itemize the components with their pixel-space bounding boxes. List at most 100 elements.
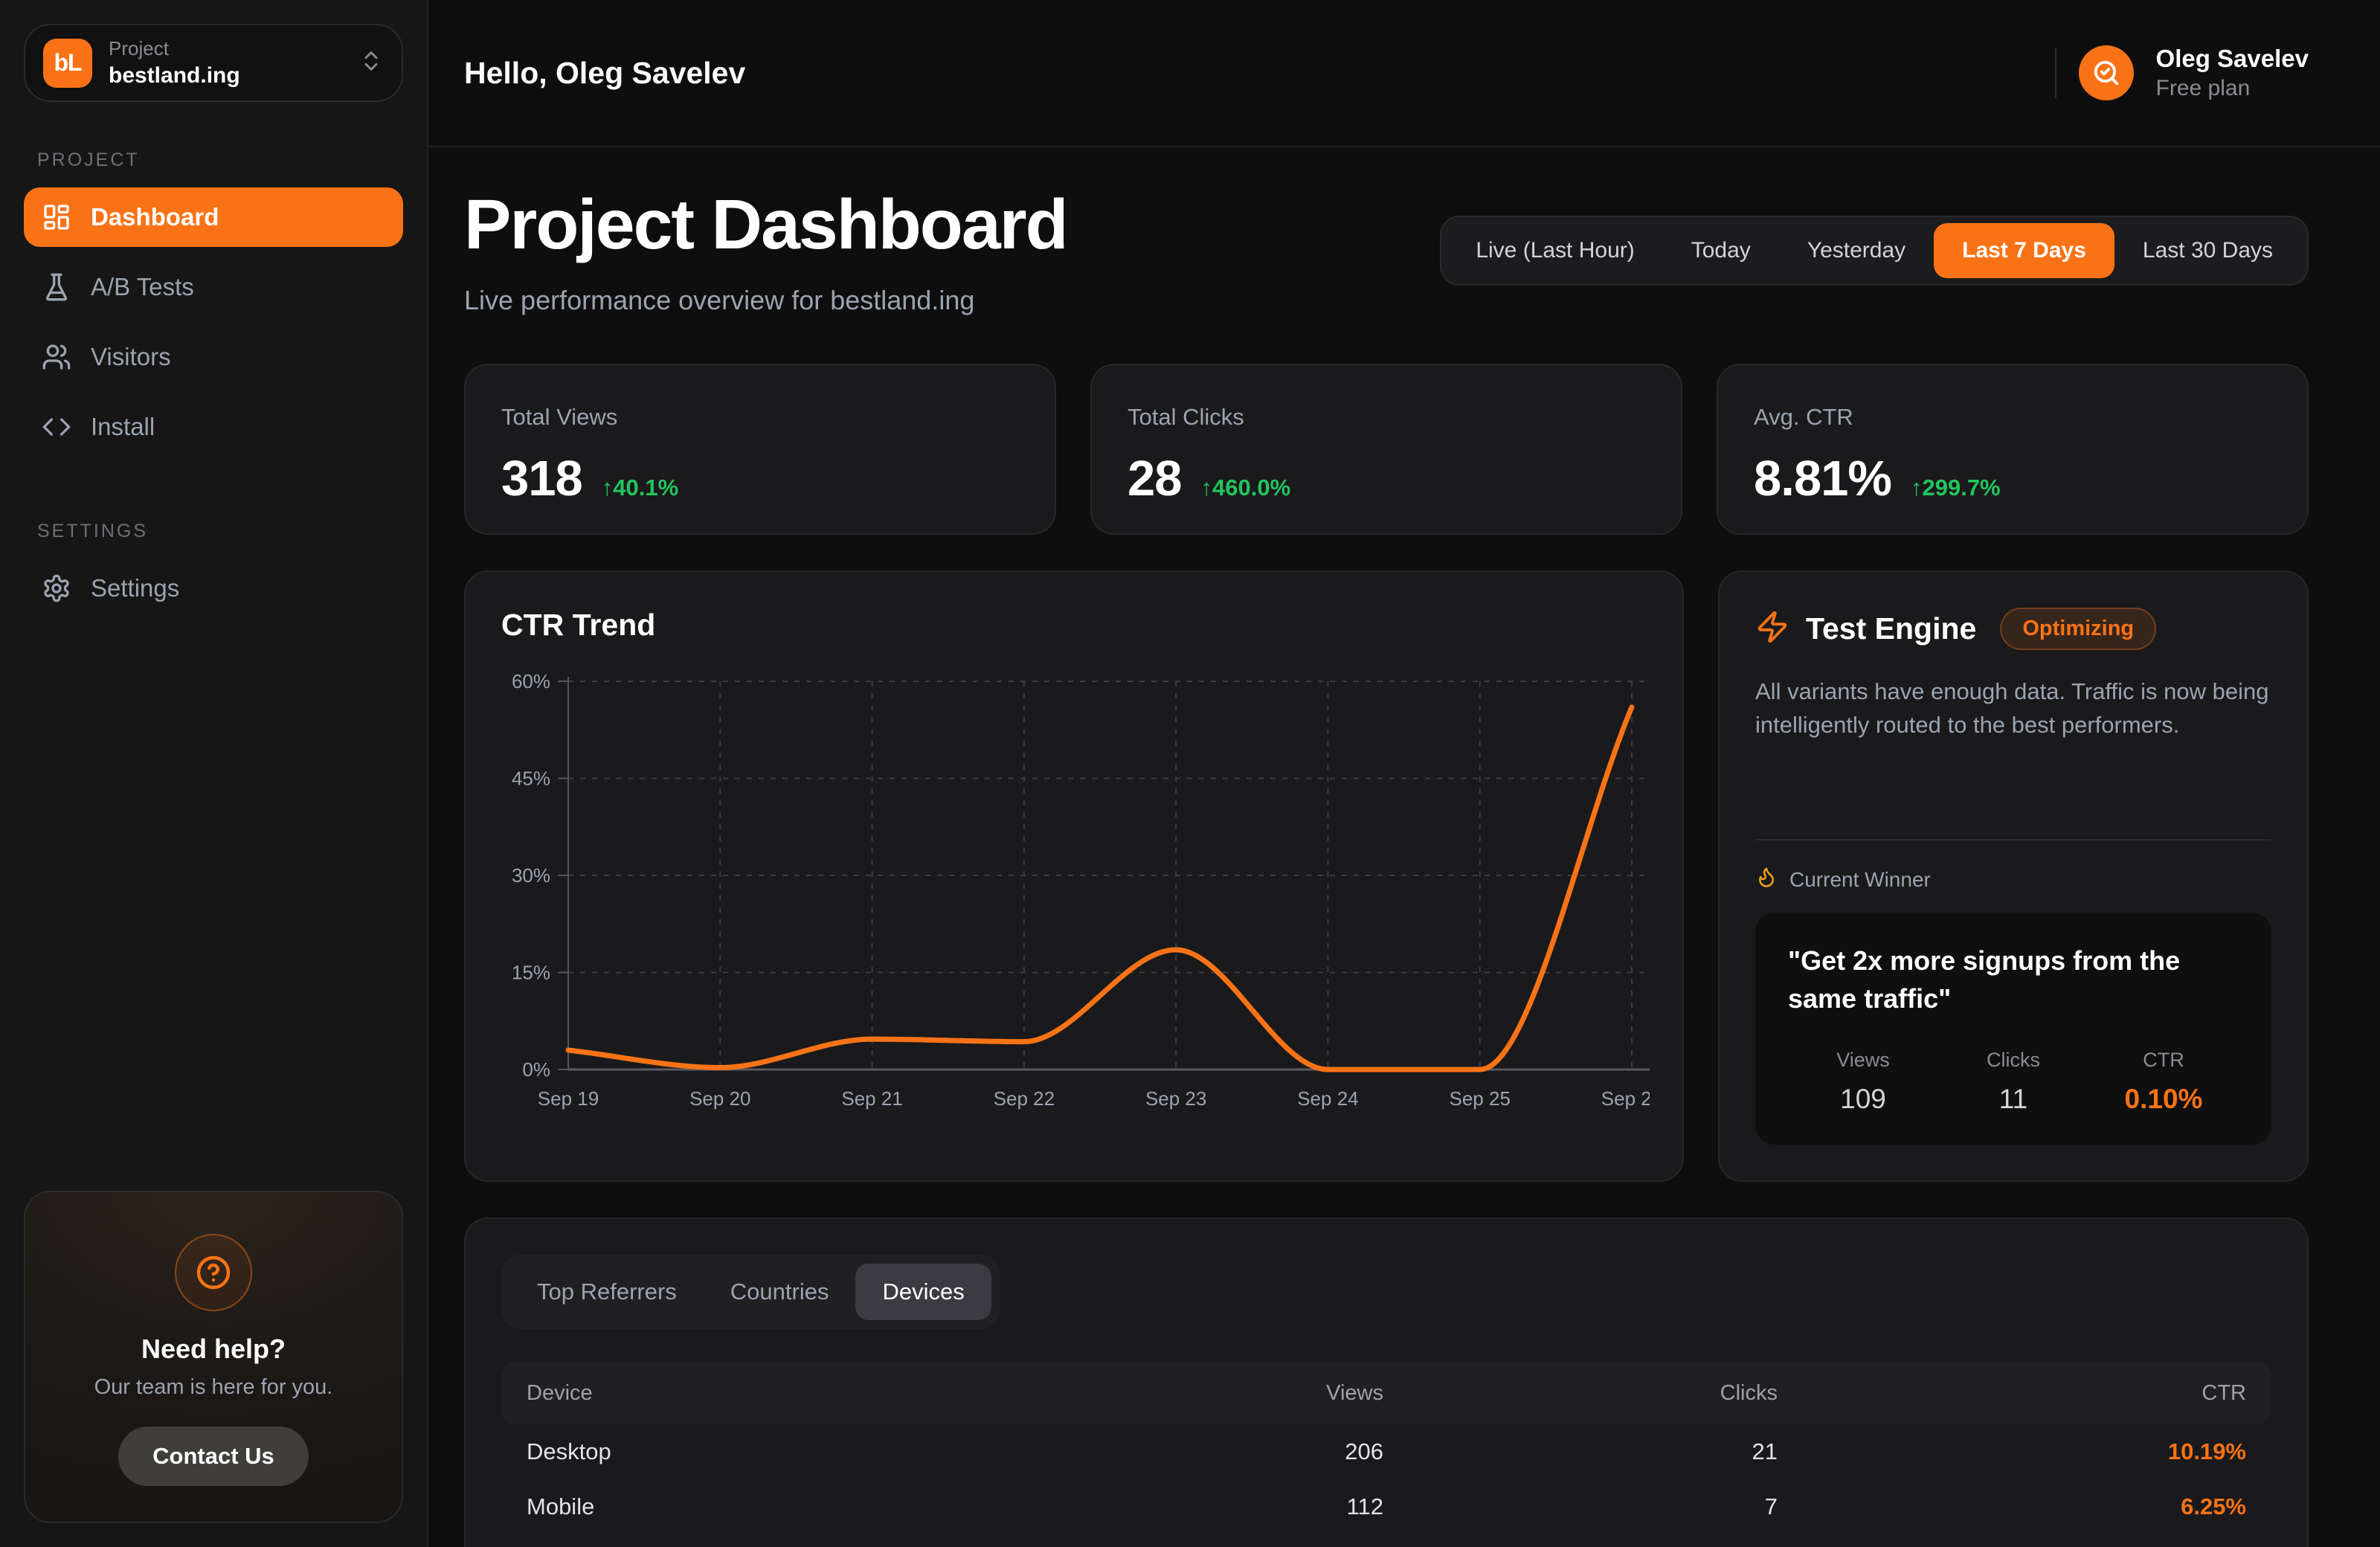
breakdown-card: Top Referrers Countries Devices Device V… [464, 1218, 2309, 1547]
sidebar-item-label: Install [91, 413, 155, 440]
tab-top-referrers[interactable]: Top Referrers [537, 1279, 677, 1305]
stats-row: Total Views 318 ↑40.1% Total Clicks 28 ↑… [464, 364, 2309, 535]
stat-card-total-clicks: Total Clicks 28 ↑460.0% [1090, 364, 1682, 535]
user-meta: Oleg Savelev Free plan [2156, 45, 2309, 101]
ctr-trend-svg: 60% 45% 30% 15% 0% Sep 19 Sep 20 Sep 21 Sep 22 Se… [512, 670, 1650, 1110]
user-area: Oleg Savelev Free plan [2054, 45, 2309, 101]
project-label: Project [109, 37, 169, 60]
table-row[interactable]: Desktop 206 21 10.19% [527, 1438, 2246, 1464]
current-winner-label: Current Winner [1789, 867, 1931, 891]
stat-label: Total Clicks [1128, 404, 1244, 430]
help-circle-icon [175, 1234, 252, 1311]
content: Project Dashboard Live performance overv… [428, 147, 2380, 1547]
table-header-row: Device Views Clicks CTR [501, 1362, 2271, 1424]
col-ctr: CTR [2202, 1380, 2246, 1405]
sidebar-item-ab-tests[interactable]: A/B Tests [24, 257, 403, 317]
sidebar-item-settings[interactable]: Settings [24, 559, 403, 618]
svg-text:Sep 19: Sep 19 [538, 1087, 599, 1110]
svg-text:30%: 30% [512, 864, 550, 887]
optimizing-badge: Optimizing [2000, 608, 2157, 650]
sidebar-item-install[interactable]: Install [24, 397, 403, 457]
users-icon [42, 342, 71, 372]
tab-last-7-days[interactable]: Last 7 Days [1934, 222, 2114, 278]
help-subtitle: Our team is here for you. [94, 1375, 333, 1399]
tab-live-last-hour[interactable]: Live (Last Hour) [1476, 237, 1635, 263]
stat-value: 28 [1128, 451, 1183, 506]
user-name: Oleg Savelev [2155, 45, 2309, 72]
sidebar-item-label: A/B Tests [91, 273, 194, 300]
main-area: Hello, Oleg Savelev Oleg Savelev Free pl… [428, 0, 2380, 1547]
help-title: Need help? [141, 1334, 286, 1364]
flask-icon [42, 272, 71, 302]
svg-text:Sep 24: Sep 24 [1297, 1087, 1358, 1110]
col-clicks: Clicks [1720, 1380, 1778, 1405]
user-plan: Free plan [2155, 76, 2251, 100]
svg-text:Sep 21: Sep 21 [841, 1087, 902, 1110]
winner-quote: "Get 2x more signups from the same traff… [1788, 945, 2181, 1014]
engine-divider [1755, 839, 2271, 841]
svg-text:0%: 0% [522, 1058, 550, 1081]
winner-stats: Views 109 Clicks 11 CTR 0.10% [1788, 1049, 2239, 1115]
gear-icon [42, 573, 71, 603]
engine-description: All variants have enough data. Traffic i… [1755, 678, 2269, 738]
svg-text:Sep 23: Sep 23 [1145, 1087, 1206, 1110]
contact-us-button[interactable]: Contact Us [118, 1427, 309, 1486]
table-row[interactable]: Mobile 112 7 6.25% [527, 1493, 2246, 1519]
charts-row: CTR Trend 60% 45% 30% 15% 0% Sep 19 Sep 20 Sep … [464, 570, 2309, 1182]
nav-section-settings: SETTINGS [37, 521, 149, 541]
greeting: Hello, Oleg Savelev [464, 55, 746, 90]
sidebar-item-dashboard[interactable]: Dashboard [24, 187, 403, 247]
tab-last-30-days[interactable]: Last 30 Days [2142, 237, 2273, 263]
title-block: Project Dashboard Live performance overv… [464, 184, 1069, 316]
search-check-icon [2094, 60, 2118, 86]
chart-title: CTR Trend [501, 608, 656, 642]
avatar[interactable] [2078, 45, 2134, 100]
svg-text:45%: 45% [512, 768, 550, 790]
svg-text:Sep 22: Sep 22 [994, 1087, 1055, 1110]
topbar: Hello, Oleg Savelev Oleg Savelev Free pl… [428, 0, 2380, 147]
sidebar-item-label: Visitors [91, 343, 171, 370]
chevrons-up-down-icon [358, 48, 384, 77]
time-range-tabs: Live (Last Hour) Today Yesterday Last 7 … [1440, 215, 2309, 286]
svg-text:Sep 20: Sep 20 [689, 1087, 750, 1110]
tab-today[interactable]: Today [1691, 237, 1751, 263]
project-selector[interactable]: bL Project bestland.ing [24, 24, 403, 102]
engine-head: Test Engine Optimizing [1755, 608, 2271, 650]
sidebar-item-visitors[interactable]: Visitors [24, 327, 403, 387]
engine-title: Test Engine [1806, 611, 1977, 646]
page-title: Project Dashboard [464, 185, 1069, 264]
project-meta: Project bestland.ing [109, 37, 342, 89]
stat-delta: ↑460.0% [1200, 475, 1291, 501]
breakdown-tabs: Top Referrers Countries Devices [501, 1255, 1000, 1329]
svg-text:15%: 15% [512, 962, 550, 984]
winner-stat-clicks: Clicks 11 [1987, 1049, 2040, 1114]
code-icon [42, 412, 71, 442]
sidebar-spacer [24, 628, 403, 1191]
winner-stat-views: Views 109 [1836, 1049, 1890, 1114]
current-winner-row: Current Winner [1755, 866, 2271, 893]
tab-devices[interactable]: Devices [855, 1264, 991, 1320]
col-views: Views [1326, 1380, 1383, 1405]
stat-label: Total Views [501, 404, 618, 430]
tab-yesterday[interactable]: Yesterday [1807, 237, 1906, 263]
winner-stat-ctr: CTR 0.10% [2124, 1049, 2203, 1114]
ctr-trend-card: CTR Trend 60% 45% 30% 15% 0% Sep 19 Sep 20 Sep … [464, 570, 1684, 1182]
lightning-bolt-icon [1755, 610, 1789, 648]
svg-text:Sep 25: Sep 25 [1450, 1087, 1511, 1110]
sidebar-item-label: Settings [91, 574, 180, 602]
dashboard-icon [42, 202, 71, 232]
app-logo: bL [43, 38, 92, 88]
flame-icon [1755, 866, 1778, 893]
stat-value: 8.81% [1754, 451, 1892, 506]
nav-section-project: PROJECT [37, 149, 140, 170]
svg-text:Sep 26: Sep 26 [1601, 1087, 1650, 1110]
title-row: Project Dashboard Live performance overv… [464, 184, 2309, 316]
topbar-divider [2054, 48, 2056, 98]
sidebar-item-label: Dashboard [91, 203, 219, 231]
sidebar: bL Project bestland.ing PROJECT Dashboar… [0, 0, 428, 1547]
page-subtitle: Live performance overview for bestland.i… [464, 285, 975, 315]
svg-text:60%: 60% [512, 670, 550, 692]
stat-card-avg-ctr: Avg. CTR 8.81% ↑299.7% [1717, 364, 2309, 535]
tab-countries[interactable]: Countries [730, 1279, 829, 1305]
